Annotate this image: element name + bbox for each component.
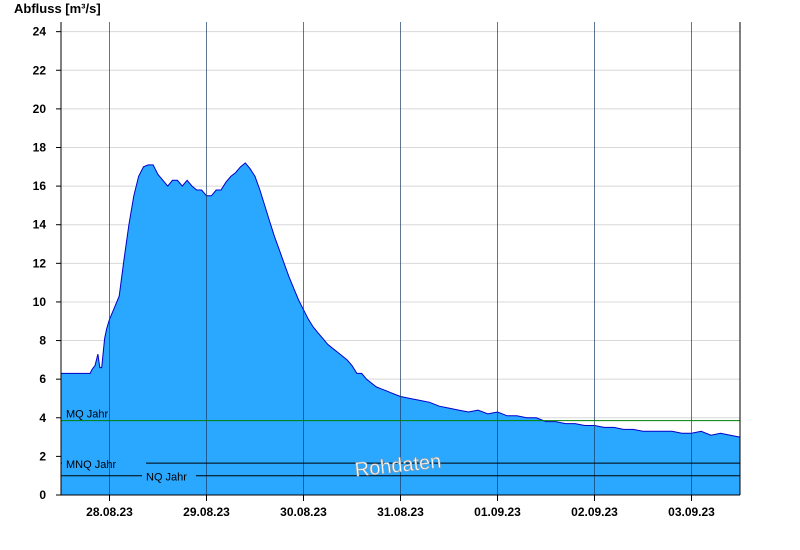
x-tick-label: 01.09.23 — [474, 505, 521, 519]
y-tick-label: 6 — [39, 372, 46, 386]
y-tick-label: 14 — [33, 218, 47, 232]
y-tick-label: 18 — [33, 140, 47, 154]
reference-label: MNQ Jahr — [66, 459, 116, 471]
y-tick-label: 16 — [33, 179, 47, 193]
y-axis-title: Abfluss [m³/s] — [14, 1, 101, 16]
reference-label: NQ Jahr — [146, 472, 187, 484]
x-tick-label: 02.09.23 — [571, 505, 618, 519]
x-tick-label: 30.08.23 — [280, 505, 327, 519]
x-tick-label: 03.09.23 — [668, 505, 715, 519]
y-tick-label: 22 — [33, 63, 47, 77]
x-tick-label: 29.08.23 — [183, 505, 230, 519]
y-tick-label: 8 — [39, 334, 46, 348]
y-tick-label: 10 — [33, 295, 47, 309]
y-tick-label: 20 — [33, 102, 47, 116]
y-tick-label: 12 — [33, 256, 47, 270]
day-divider-lines — [109, 22, 692, 495]
x-tick-label: 31.08.23 — [377, 505, 424, 519]
y-tick-label: 4 — [39, 411, 46, 425]
y-tick-label: 0 — [39, 488, 46, 502]
data-area — [61, 162, 741, 495]
y-tick-label: 24 — [33, 25, 47, 39]
x-tick-label: 28.08.23 — [86, 505, 133, 519]
y-tick-label: 2 — [39, 449, 46, 463]
discharge-line — [61, 162, 741, 438]
discharge-area — [61, 162, 740, 495]
reference-label: MQ Jahr — [66, 409, 109, 421]
